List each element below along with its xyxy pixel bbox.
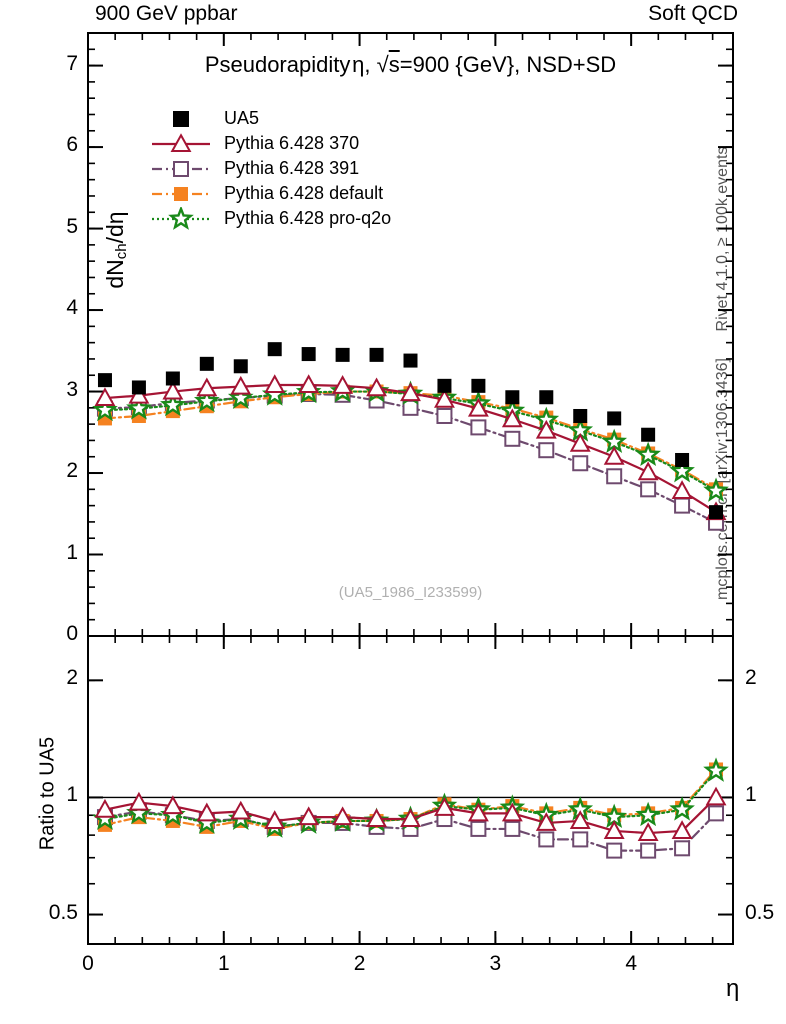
- x-tick-0: 0: [82, 952, 94, 975]
- x-tick-3: 3: [489, 952, 502, 975]
- legend-key-open-star-icon: [150, 206, 212, 231]
- ratio-y-tick-left-0.5: 0.5: [48, 900, 78, 924]
- ratio-panel-frame: [87, 635, 734, 945]
- legend: UA5 Pythia 6.428 370 Pythia 6.428 391 Pythi…: [150, 106, 391, 231]
- series-pythia-6-428-370: [94, 374, 727, 521]
- main-y-tick-3: 3: [66, 377, 78, 401]
- legend-label: UA5: [224, 108, 260, 128]
- series-ua5: [97, 342, 724, 520]
- legend-key-open-triangle-icon: [150, 132, 212, 156]
- ratio-y-tick-left-2: 2: [66, 666, 78, 690]
- main-y-tick-1: 1: [66, 540, 78, 564]
- main-y-tick-6: 6: [66, 133, 78, 157]
- main-y-tick-5: 5: [66, 214, 78, 238]
- main-panel-frame: [87, 32, 734, 637]
- main-y-tick-2: 2: [66, 459, 78, 483]
- legend-item: Pythia 6.428 pro-q2o: [150, 206, 391, 231]
- analysis-id-watermark: (UA5_1986_I233599): [338, 584, 483, 601]
- main-y-tick-4: 4: [66, 296, 78, 320]
- ratio-y-tick-left-1: 1: [66, 783, 78, 807]
- legend-label: Pythia 6.428 pro-q2o: [224, 208, 392, 228]
- x-tick-1: 1: [217, 952, 230, 975]
- legend-label: Pythia 6.428 default: [224, 183, 384, 203]
- legend-key-open-square-icon: [150, 157, 212, 181]
- x-tick-2: 2: [353, 952, 366, 975]
- header-right-label: Soft QCD: [648, 2, 738, 25]
- legend-item: UA5: [150, 106, 391, 131]
- legend-label: Pythia 6.428 391: [224, 158, 360, 178]
- ratio-y-tick-right-1: 1: [745, 783, 757, 807]
- ratio-series-pythia-6-428-370: [94, 786, 727, 842]
- plot-title: Pseudorapidity η, √s=900 {GeV}, NSD+SD: [204, 52, 617, 77]
- legend-item: Pythia 6.428 370: [150, 131, 391, 156]
- main-y-tick-0: 0: [66, 622, 78, 645]
- legend-key-filled-square-icon: [150, 182, 212, 206]
- x-axis-label: η: [726, 975, 740, 1002]
- header-left-label: 900 GeV ppbar: [95, 2, 238, 25]
- legend-item: Pythia 6.428 default: [150, 181, 391, 206]
- ratio-y-tick-right-0.5: 0.5: [745, 900, 775, 924]
- legend-key-filled-square-icon: [150, 107, 212, 131]
- x-tick-4: 4: [625, 952, 637, 975]
- ratio-y-tick-right-2: 2: [745, 666, 757, 690]
- main-y-tick-7: 7: [66, 51, 78, 75]
- legend-item: Pythia 6.428 391: [150, 156, 391, 181]
- legend-label: Pythia 6.428 370: [224, 133, 360, 153]
